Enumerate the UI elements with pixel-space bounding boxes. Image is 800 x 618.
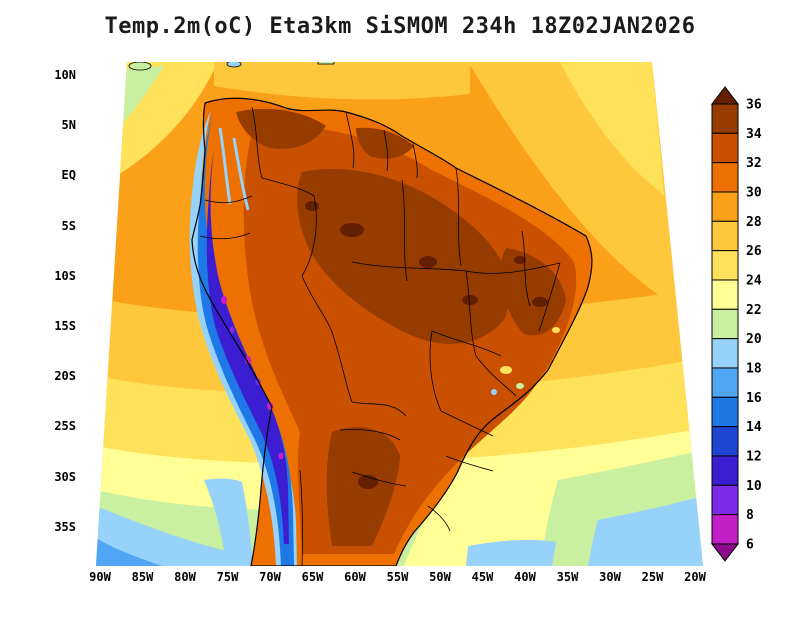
lon-tick-label: 60W <box>344 570 366 584</box>
coastline <box>191 97 593 566</box>
svg-text:30: 30 <box>746 185 762 200</box>
svg-text:26: 26 <box>746 244 762 259</box>
colorbar: 36 34 32 30 28 26 24 22 20 18 16 14 12 10 8 6 <box>706 0 800 618</box>
svg-text:20: 20 <box>746 332 762 347</box>
svg-text:14: 14 <box>746 420 762 435</box>
lat-tick-label: 15S <box>54 319 76 333</box>
lon-tick-label: 70W <box>259 570 281 584</box>
lon-tick-label: 55W <box>386 570 409 584</box>
svg-text:10: 10 <box>746 479 762 494</box>
continent <box>192 98 592 566</box>
svg-text:36: 36 <box>746 98 762 113</box>
svg-text:6: 6 <box>746 537 754 552</box>
lon-tick-label: 80W <box>174 570 196 584</box>
lat-tick-label: 10N <box>54 68 76 82</box>
svg-text:22: 22 <box>746 303 762 318</box>
svg-text:34: 34 <box>746 127 762 142</box>
lon-tick-label: 90W <box>89 570 111 584</box>
svg-text:8: 8 <box>746 508 754 523</box>
lon-tick-label: 20W <box>684 570 706 584</box>
country-state-borders <box>199 106 561 566</box>
lat-tick-label: 35S <box>54 519 76 534</box>
svg-text:16: 16 <box>746 391 762 406</box>
lat-tick-label: 25S <box>54 419 76 434</box>
lon-tick-label: 25W <box>641 570 664 584</box>
lon-tick-label: 45W <box>471 570 494 584</box>
lon-tick-label: 75W <box>216 570 239 584</box>
latitude-axis: 10N 5N EQ 5S 10S 15S 20S 25S 30S 35S <box>0 0 76 618</box>
lat-tick-label: EQ <box>61 168 76 183</box>
lon-tick-label: 30W <box>599 570 621 584</box>
lat-tick-label: 5S <box>61 218 76 233</box>
page-title: Temp.2m(oC) Eta3km SiSMOM 234h 18Z02JAN2… <box>104 14 696 39</box>
lon-tick-label: 85W <box>131 570 154 584</box>
svg-text:24: 24 <box>746 273 762 288</box>
svg-text:28: 28 <box>746 215 762 230</box>
lon-tick-label: 50W <box>429 570 451 584</box>
svg-text:12: 12 <box>746 449 762 464</box>
lon-tick-label: 40W <box>514 570 536 584</box>
lat-tick-label: 10S <box>54 268 76 283</box>
svg-text:18: 18 <box>746 361 762 376</box>
lon-tick-label: 35W <box>556 570 579 584</box>
lon-tick-label: 65W <box>301 570 324 584</box>
lat-tick-label: 20S <box>54 369 76 384</box>
lat-tick-label: 30S <box>54 469 76 484</box>
colorbar-svg: 36 34 32 30 28 26 24 22 20 18 16 14 12 10 8 6 <box>710 86 762 562</box>
lat-tick-label: 5N <box>61 118 76 133</box>
svg-text:32: 32 <box>746 156 762 171</box>
